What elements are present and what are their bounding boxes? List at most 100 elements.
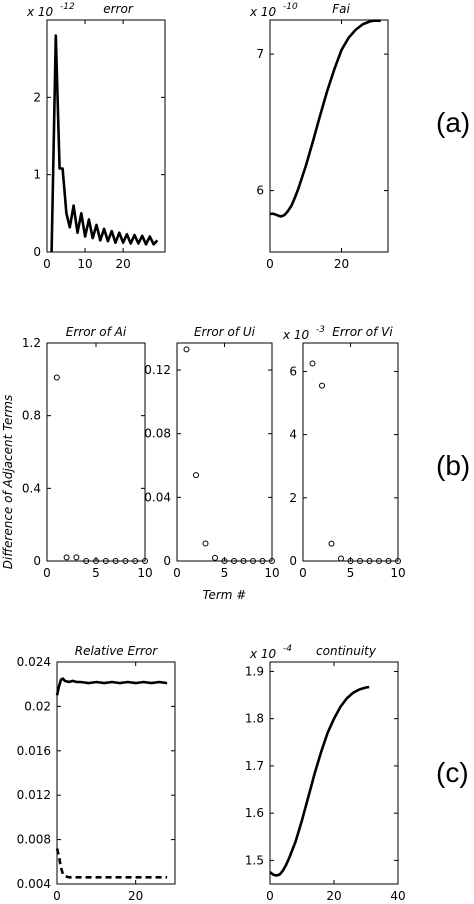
panel-tag-a: (a) [436, 107, 470, 138]
x-tick-label: 5 [92, 566, 100, 580]
y-tick-label: 0 [289, 554, 297, 568]
y-tick-label: 1.6 [245, 806, 264, 820]
plot-frame [46, 342, 146, 562]
y-tick-label: 0 [33, 554, 41, 568]
series-line-solid [269, 685, 370, 877]
data-point [221, 558, 228, 564]
data-point [132, 558, 139, 564]
y-tick-label: 6 [256, 184, 264, 198]
chart-title: Error of Ui [194, 325, 256, 339]
plot-frame [269, 19, 389, 253]
data-point [376, 558, 382, 564]
x-tick-label: 0 [43, 257, 51, 271]
y-tick-label: 2 [289, 491, 297, 505]
y-tick-label: 0.02 [24, 699, 51, 713]
x-tick-label: 20 [326, 889, 341, 903]
data-point [240, 558, 247, 564]
data-point [73, 554, 80, 561]
plot-frame [302, 342, 399, 562]
data-point [385, 558, 392, 564]
x-tick-label: 0 [173, 566, 181, 580]
data-point [83, 558, 90, 564]
y-tick-label: 0 [33, 245, 41, 259]
y-tick-label: 0.04 [144, 490, 171, 504]
y-tick-label: 0.016 [17, 744, 51, 758]
axis-multiplier: x 10 [282, 328, 310, 342]
data-point [338, 555, 344, 562]
axis-multiplier: x 10 [249, 647, 277, 661]
x-tick-label: 5 [347, 566, 355, 580]
data-point [183, 346, 190, 353]
panel-tag-b: (b) [436, 450, 470, 481]
chart-title: continuity [316, 644, 377, 658]
data-point [328, 540, 335, 547]
panel-tags: (a) (b) (c) [436, 107, 470, 788]
x-tick-label: 0 [266, 257, 274, 271]
chart-title: Relative Error [75, 644, 159, 658]
x-tick-label: 20 [128, 889, 143, 903]
y-tick-label: 6 [289, 364, 297, 378]
x-tick-label: 10 [137, 566, 152, 580]
y-tick-label: 7 [256, 47, 264, 61]
x-tick-label: 20 [334, 257, 349, 271]
panel-tag-c: (c) [436, 757, 469, 788]
y-tick-label: 0.8 [22, 409, 41, 423]
axis-multiplier: x 10 [249, 5, 277, 19]
chart-c2: continuity x 10 -4 0 20 40 1.5 1.6 1.7 1.8 1.9 [245, 644, 406, 903]
series-line-dashed [55, 848, 168, 879]
axis-multiplier: x 10 [26, 5, 54, 19]
chart-a1: error x 10 -12 0 10 20 0 1 2 [26, 2, 166, 271]
x-tick-label: 0 [53, 889, 61, 903]
data-point [122, 558, 129, 564]
plot-frame [269, 661, 399, 885]
data-point [366, 558, 373, 564]
x-tick-label: 10 [77, 257, 92, 271]
x-tick-label: 0 [299, 566, 307, 580]
y-tick-label: 2 [33, 90, 41, 104]
chart-b1: Error of Ai 0 5 10 0 0.4 0.8 1.2 Difference of A… [1, 325, 153, 580]
data-point [63, 554, 70, 561]
y-tick-label: 0.008 [17, 833, 51, 847]
chart-title: Fai [332, 2, 350, 16]
data-point [212, 554, 218, 561]
y-tick-label: 0.004 [17, 877, 51, 891]
chart-a2: Fai x 10 -10 0 20 6 7 [249, 2, 389, 271]
series-line-solid [50, 34, 159, 253]
x-tick-label: 0 [43, 566, 51, 580]
data-point [93, 558, 99, 564]
data-point [269, 558, 275, 564]
x-tick-label: 10 [264, 566, 279, 580]
plot-frame [176, 342, 273, 562]
axis-multiplier-exponent: -12 [60, 2, 75, 12]
x-tick-label: 10 [390, 566, 405, 580]
data-point [142, 558, 148, 564]
x-axis-label: Term # [203, 588, 247, 602]
y-tick-label: 4 [289, 428, 297, 442]
chart-title: error [103, 2, 134, 16]
y-axis-label: Difference of Adjacent Terms [1, 395, 15, 569]
axis-multiplier-exponent: -3 [316, 325, 325, 335]
y-tick-label: 1.8 [245, 712, 264, 726]
data-point [102, 558, 109, 564]
x-tick-label: 0 [266, 889, 274, 903]
plot-frame [46, 19, 166, 253]
y-tick-label: 1 [33, 168, 41, 182]
chart-b2: Error of Ui 0 5 10 0 0.04 0.08 0.12 Term # [144, 325, 279, 602]
y-tick-label: 0.08 [144, 427, 171, 441]
x-tick-label: 20 [115, 257, 130, 271]
data-point [259, 558, 266, 564]
chart-title: Error of Vi [332, 325, 393, 339]
y-tick-label: 1.9 [245, 664, 264, 678]
y-tick-label: 0.012 [17, 788, 51, 802]
data-point [347, 558, 354, 564]
axis-multiplier-exponent: -4 [283, 644, 292, 654]
x-tick-label: 40 [390, 889, 405, 903]
x-tick-label: 5 [221, 566, 229, 580]
y-tick-label: 0.12 [144, 363, 171, 377]
y-tick-label: 1.7 [245, 759, 264, 773]
data-point [53, 374, 60, 381]
data-point [309, 360, 316, 367]
y-tick-label: 0 [163, 554, 171, 568]
y-tick-label: 1.2 [22, 336, 41, 350]
